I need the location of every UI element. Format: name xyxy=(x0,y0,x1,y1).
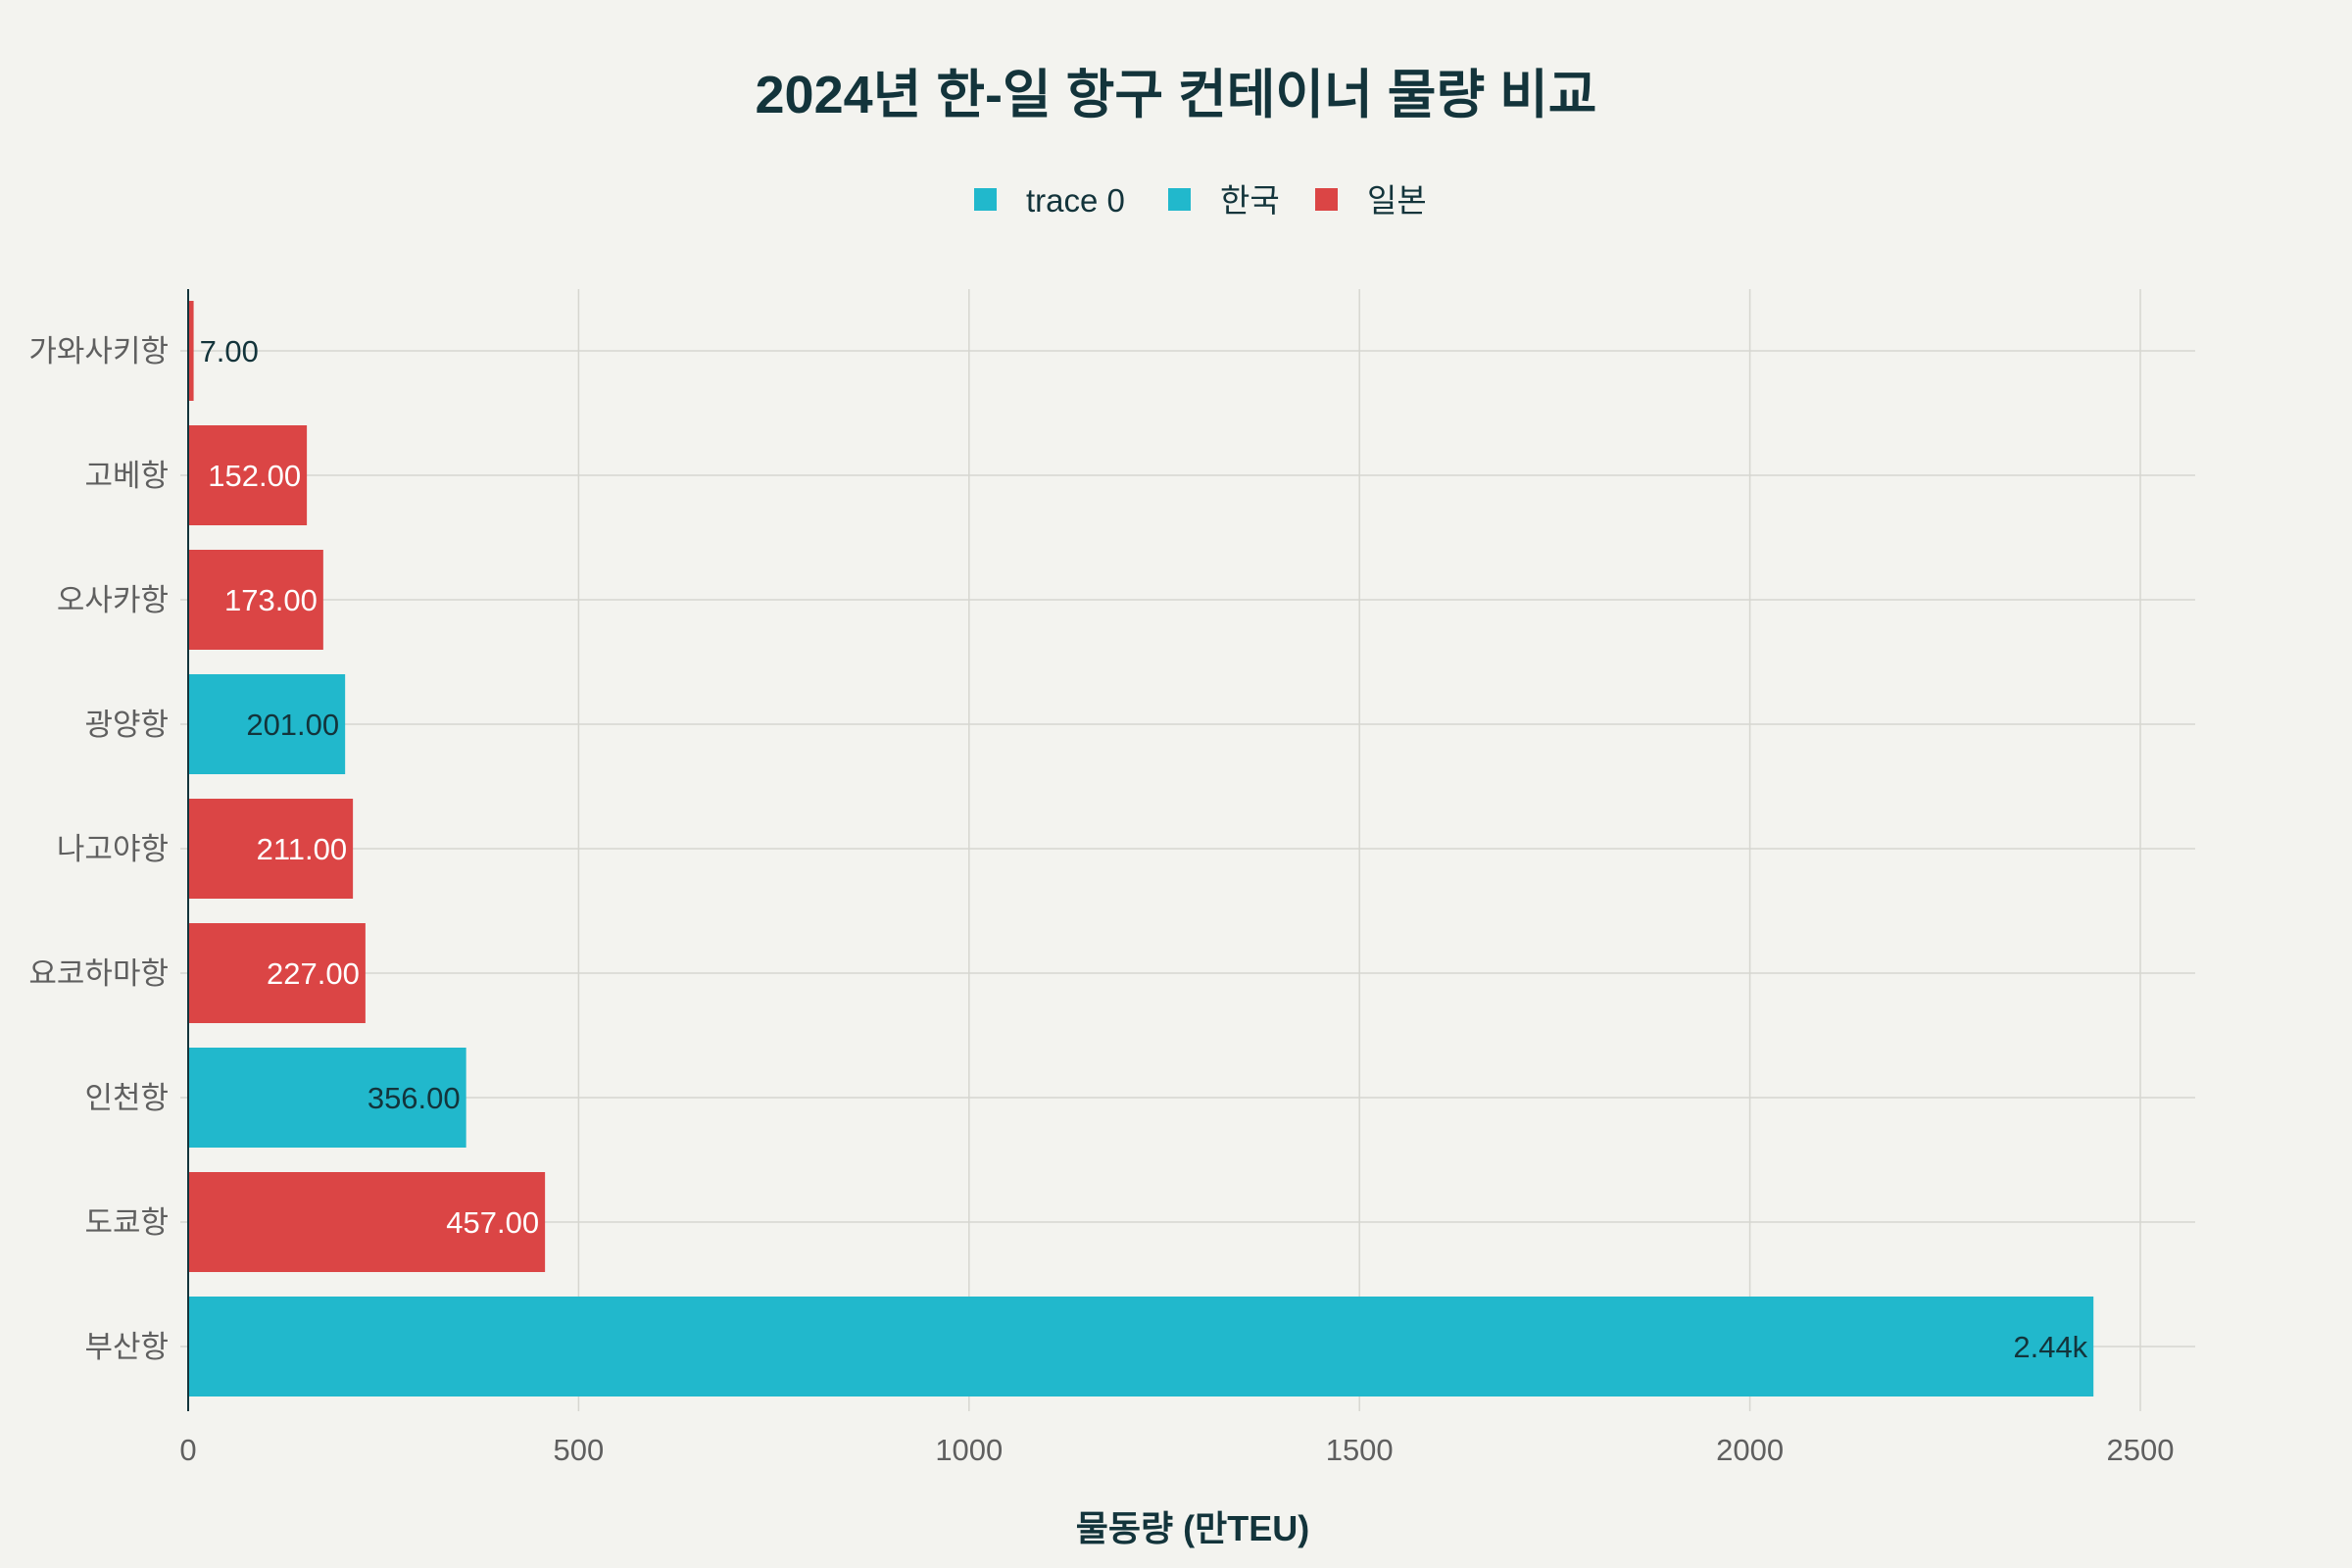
x-tick-label: 1500 xyxy=(1326,1433,1394,1467)
bar[interactable] xyxy=(188,1048,466,1148)
x-tick-label: 0 xyxy=(179,1433,196,1467)
x-tick-label: 500 xyxy=(554,1433,605,1467)
y-tick-label: 나고야항 xyxy=(57,832,169,866)
y-tick-label: 부산항 xyxy=(84,1330,169,1364)
bars: 7.00 152.00 173.00 201.00 211.00 227.00 356.00… xyxy=(188,301,2094,1396)
bar[interactable] xyxy=(188,550,323,650)
y-tick-label: 광양항 xyxy=(84,708,169,742)
y-tick-label: 도쿄항 xyxy=(84,1205,169,1240)
x-axis-title: 물동량 (만TEU) xyxy=(1076,1508,1309,1548)
legend-label[interactable]: 한국 xyxy=(1220,182,1280,219)
x-tick-label: 2500 xyxy=(2107,1433,2175,1467)
y-tick-label: 고베항 xyxy=(84,459,169,493)
bar[interactable] xyxy=(188,425,308,525)
data-label: 7.00 xyxy=(200,334,259,368)
data-label: 173.00 xyxy=(224,583,318,617)
data-label: 457.00 xyxy=(446,1205,539,1240)
legend-label[interactable]: trace 0 xyxy=(1026,182,1125,219)
legend-swatch[interactable] xyxy=(1315,188,1338,211)
x-tick-label: 2000 xyxy=(1716,1433,1784,1467)
data-label: 2.44k xyxy=(2013,1330,2087,1364)
x-tick-label: 1000 xyxy=(935,1433,1003,1467)
legend-label[interactable]: 일본 xyxy=(1367,182,1427,219)
legend-swatch[interactable] xyxy=(974,188,997,211)
legend[interactable]: trace 0 한국 일본 xyxy=(974,182,1427,219)
bar[interactable] xyxy=(188,1297,2094,1396)
legend-swatch[interactable] xyxy=(1168,188,1191,211)
data-label: 227.00 xyxy=(267,956,360,991)
bar[interactable] xyxy=(188,799,354,899)
bar[interactable] xyxy=(188,923,366,1023)
y-tick-label: 인천항 xyxy=(84,1081,169,1115)
bar[interactable] xyxy=(188,301,194,401)
x-ticks: 0 500 1000 1500 2000 2500 xyxy=(179,1433,2174,1467)
y-tick-label: 가와사키항 xyxy=(28,334,169,368)
data-label: 152.00 xyxy=(208,459,301,493)
data-label: 201.00 xyxy=(246,708,339,742)
data-label: 211.00 xyxy=(257,832,348,866)
chart-title: 2024년 한-일 항구 컨테이너 물량 비교 xyxy=(756,66,1597,124)
y-tick-label: 요코하마항 xyxy=(28,956,169,991)
data-label: 356.00 xyxy=(368,1081,461,1115)
bar[interactable] xyxy=(188,1172,546,1272)
bar[interactable] xyxy=(188,674,346,774)
y-tick-label: 오사카항 xyxy=(57,583,169,617)
